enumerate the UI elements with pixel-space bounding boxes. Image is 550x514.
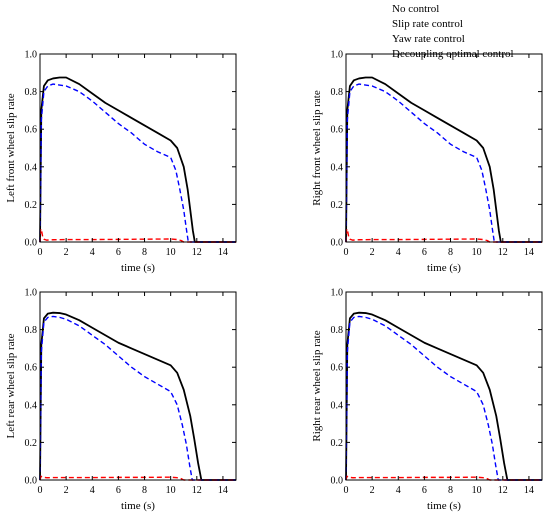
y-tick-label: 0.4 [25,400,38,411]
x-axis-label: time (s) [121,262,155,274]
y-tick-label: 0.6 [331,125,344,136]
x-tick-label: 12 [192,485,202,496]
x-tick-label: 10 [166,247,176,258]
x-tick-label: 8 [142,485,147,496]
y-tick-label: 0.8 [25,87,38,98]
legend-item-decoupling-optimal-control: Decoupling optimal control [358,47,548,62]
y-tick-label: 0.2 [25,438,38,449]
series-line-slip-rate-control [345,315,542,481]
y-axis-label: Left rear wheel slip rate [5,333,17,438]
x-tick-label: 14 [218,485,228,496]
x-tick-label: 6 [422,485,427,496]
series-line-decoupling-optimal-control [345,228,542,243]
y-axis-label: Right rear wheel slip rate [311,330,323,441]
legend-label-slip-rate-control: Slip rate control [392,18,463,30]
y-tick-label: 1.0 [331,288,344,299]
x-tick-label: 6 [116,247,121,258]
x-tick-label: 0 [344,247,349,258]
legend-item-no-control: No control [358,2,548,17]
series-line-no-control [39,76,236,243]
x-tick-label: 14 [524,247,534,258]
series-line-slip-rate-control [39,83,236,243]
y-tick-label: 0.0 [331,238,344,249]
plot-frame [39,53,237,243]
x-tick-label: 4 [396,247,401,258]
plot-frame [345,291,543,481]
y-axis-label: Right front wheel slip rate [311,90,323,206]
x-tick-label: 8 [448,485,453,496]
series-line-no-control [345,311,542,481]
y-tick-label: 0.0 [331,476,344,487]
x-tick-label: 4 [90,247,95,258]
x-tick-label: 12 [498,485,508,496]
x-tick-label: 2 [370,247,375,258]
y-tick-label: 1.0 [25,288,38,299]
legend-label-no-control: No control [392,3,440,15]
x-tick-label: 2 [64,247,69,258]
chart-panel-3: 0 2 4 6 8 10 12 14 0.0 0.2 0.4 0.6 0.8 1.0 time (s) Lef… [5,288,237,512]
x-tick-label: 10 [472,485,482,496]
x-tick-label: 8 [448,247,453,258]
x-tick-label: 2 [370,485,375,496]
y-tick-label: 0.2 [25,200,38,211]
series-line-slip-rate-control [345,83,542,243]
x-tick-label: 6 [422,247,427,258]
x-tick-label: 0 [38,247,43,258]
x-tick-label: 10 [166,485,176,496]
y-tick-label: 0.6 [25,125,38,136]
chart-panel-4: 0 2 4 6 8 10 12 14 0.0 0.2 0.4 0.6 0.8 1.0 time (s) Rig… [311,288,543,512]
legend-label-yaw-rate-control: Yaw rate control [392,33,465,45]
y-tick-label: 0.6 [331,363,344,374]
y-tick-label: 0.2 [331,200,344,211]
y-tick-label: 1.0 [25,50,38,61]
legend-item-yaw-rate-control: Yaw rate control [358,32,548,47]
y-tick-label: 0.0 [25,238,38,249]
legend: No control Slip rate control Yaw rate co… [358,2,548,62]
y-tick-label: 0.2 [331,438,344,449]
x-tick-label: 6 [116,485,121,496]
series-line-no-control [39,311,236,481]
chart-panel-1: 0 2 4 6 8 10 12 14 0.0 0.2 0.4 0.6 0.8 1.0 time (s) Lef… [5,50,237,274]
series-line-no-control [345,76,542,243]
y-tick-label: 0.4 [25,162,38,173]
y-tick-label: 0.4 [331,400,344,411]
x-tick-label: 4 [396,485,401,496]
x-axis-label: time (s) [121,500,155,512]
x-tick-label: 10 [472,247,482,258]
y-tick-label: 0.0 [25,476,38,487]
x-tick-label: 0 [344,485,349,496]
y-axis-label: Left front wheel slip rate [5,93,17,202]
legend-item-slip-rate-control: Slip rate control [358,17,548,32]
series-line-decoupling-optimal-control [345,475,542,481]
x-tick-label: 12 [498,247,508,258]
plot-frame [39,291,237,481]
series-line-slip-rate-control [39,315,236,481]
series-line-decoupling-optimal-control [39,228,236,243]
y-tick-label: 0.6 [25,363,38,374]
series-line-decoupling-optimal-control [39,475,236,481]
x-axis-label: time (s) [427,500,461,512]
x-tick-label: 4 [90,485,95,496]
x-tick-label: 14 [524,485,534,496]
y-tick-label: 0.8 [331,325,344,336]
x-tick-label: 2 [64,485,69,496]
y-tick-label: 0.8 [331,87,344,98]
x-tick-label: 0 [38,485,43,496]
y-tick-label: 0.8 [25,325,38,336]
y-tick-label: 1.0 [331,50,344,61]
y-tick-label: 0.4 [331,162,344,173]
x-tick-label: 8 [142,247,147,258]
legend-label-decoupling-optimal-control: Decoupling optimal control [392,48,514,60]
x-tick-label: 12 [192,247,202,258]
x-tick-label: 14 [218,247,228,258]
plot-frame [345,53,543,243]
x-axis-label: time (s) [427,262,461,274]
chart-panel-2: 0 2 4 6 8 10 12 14 0.0 0.2 0.4 0.6 0.8 1.0 time (s) Rig… [311,50,543,274]
